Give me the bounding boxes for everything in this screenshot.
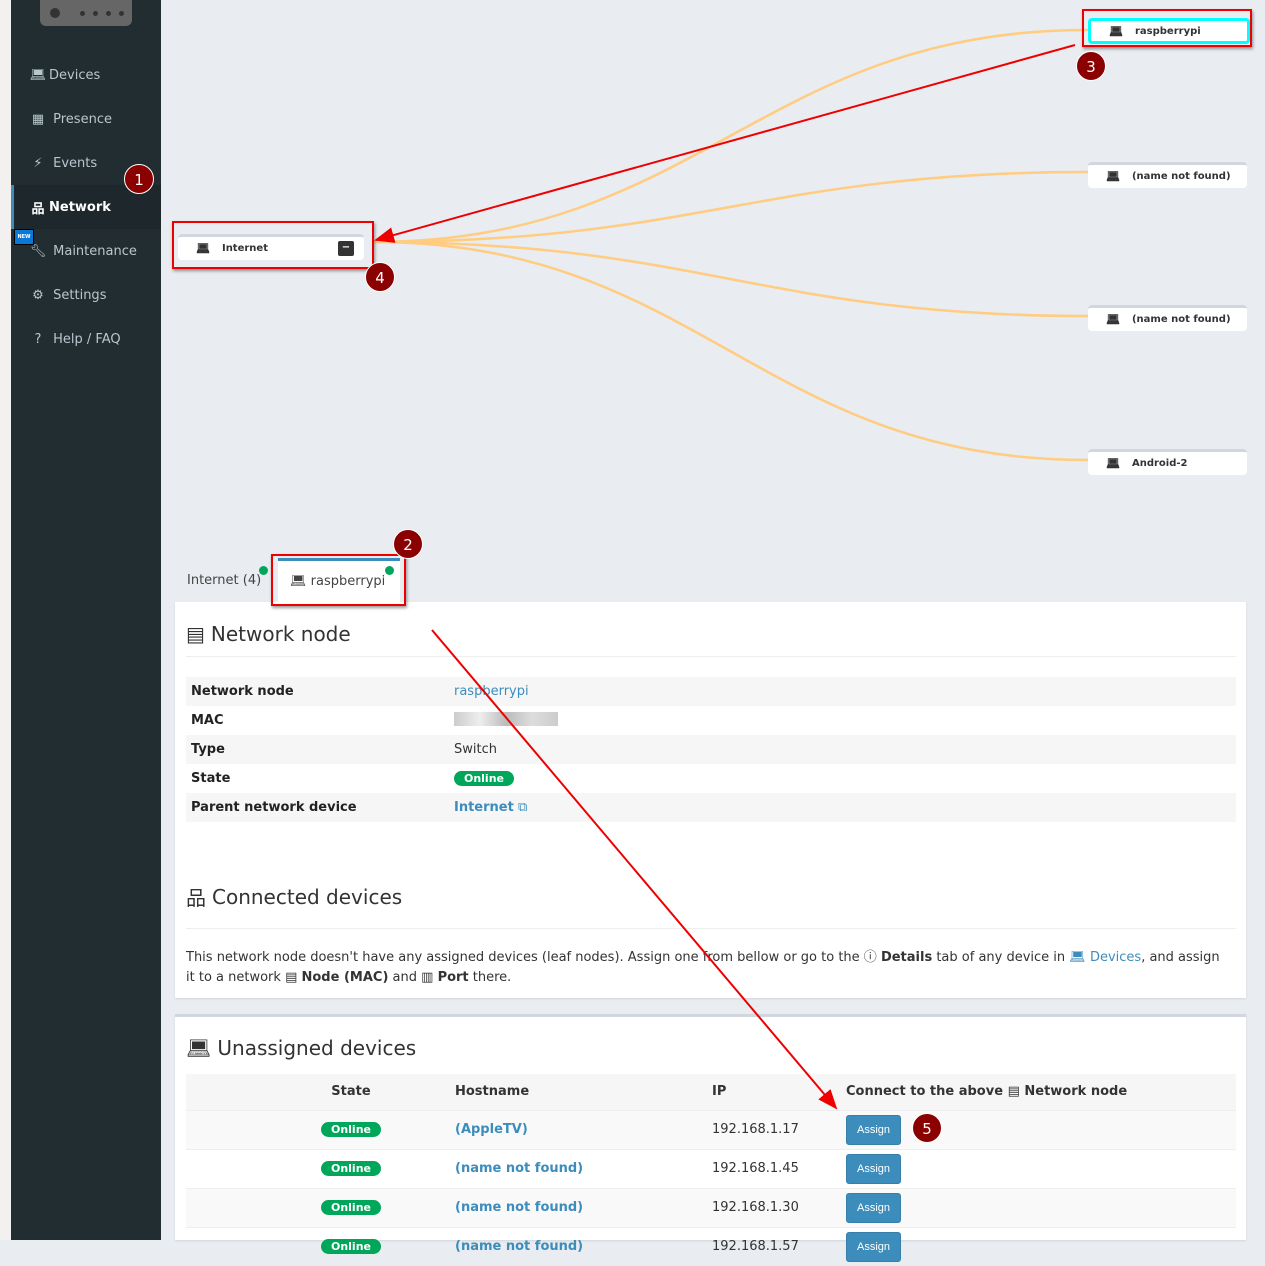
question-icon: ?: [34, 331, 42, 347]
logo: [40, 0, 132, 26]
laptop-icon: 💻︎: [1069, 950, 1086, 965]
status-badge: Online: [321, 1161, 381, 1176]
graph-node-leaf[interactable]: 💻︎ (name not found): [1088, 162, 1247, 188]
hostname-link[interactable]: (name not found): [455, 1239, 584, 1255]
wrench-icon: 🔧︎: [29, 243, 47, 259]
node-link[interactable]: raspberrypi: [454, 684, 529, 699]
connected-devices-heading: 品 Connected devices: [186, 882, 402, 911]
hostname-link[interactable]: (name not found): [455, 1161, 584, 1176]
parent-device-link[interactable]: Internet: [454, 800, 514, 815]
bolt-icon: ⚡︎: [33, 155, 43, 171]
server-icon: ▤: [1007, 1084, 1020, 1100]
sidebar-item-settings[interactable]: ⚙ Settings: [11, 273, 161, 317]
sitemap-icon: 品: [31, 201, 45, 217]
sidebar-item-network[interactable]: 品 Network: [11, 185, 161, 229]
sitemap-icon: 品: [186, 886, 206, 910]
mac-redacted: [454, 711, 558, 726]
status-badge: Online: [454, 771, 514, 786]
sidebar-item-events[interactable]: ⚡︎ Events: [11, 141, 161, 185]
gear-icon: ⚙: [32, 287, 44, 303]
assign-button[interactable]: Assign: [846, 1153, 901, 1184]
annotation-number: 2: [393, 529, 423, 559]
laptop-icon: 💻︎: [1109, 24, 1123, 38]
laptop-icon: 💻︎: [1106, 313, 1120, 326]
graph-edge: [371, 170, 1089, 244]
new-badge: NEW: [14, 229, 34, 245]
tab-raspberrypi[interactable]: 💻︎ raspberrypi: [278, 558, 400, 602]
table-row: State Online: [186, 764, 1236, 793]
table-row: Online (name not found) 192.168.1.45 Assign: [186, 1148, 1236, 1188]
sidebar-item-devices[interactable]: 💻︎ Devices: [11, 53, 161, 97]
annotation-number: 4: [365, 262, 395, 292]
server-icon: ▤: [186, 622, 205, 646]
table-row: Network node raspberrypi: [186, 677, 1236, 706]
ethernet-icon: ▥: [421, 970, 434, 985]
table-row: Online (name not found) 192.168.1.57 Assign: [186, 1226, 1236, 1266]
node-info-table: Network node raspberrypi MAC Type Switch S…: [186, 677, 1236, 822]
sidebar-item-maintenance[interactable]: 🔧︎ Maintenance: [11, 229, 161, 273]
graph-node-internet[interactable]: 💻︎ Internet −: [178, 234, 364, 260]
status-badge: Online: [321, 1122, 381, 1137]
hostname-link[interactable]: (AppleTV): [455, 1122, 528, 1137]
table-row: Type Switch: [186, 735, 1236, 764]
laptop-icon: 💻︎: [290, 574, 311, 589]
graph-edge: [371, 28, 1089, 244]
calendar-icon: ▦: [31, 111, 45, 127]
network-node-heading: ▤ Network node: [186, 622, 351, 646]
sidebar: 💻︎ Devices ▦ Presence ⚡︎ Events 品 Network …: [11, 0, 161, 1240]
tab-internet[interactable]: Internet (4): [187, 572, 262, 588]
online-dot: [259, 566, 268, 575]
annotation-number: 5: [912, 1113, 942, 1143]
assign-button[interactable]: Assign: [846, 1114, 901, 1145]
hostname-link[interactable]: (name not found): [455, 1200, 584, 1215]
devices-link[interactable]: Devices: [1089, 950, 1142, 965]
collapse-button[interactable]: −: [338, 241, 354, 256]
sidebar-item-help[interactable]: ? Help / FAQ: [11, 317, 161, 361]
graph-node-android[interactable]: 💻︎ Android-2: [1088, 449, 1247, 475]
laptop-icon: 💻︎: [196, 242, 210, 255]
annotation-box: [1082, 9, 1252, 47]
laptop-icon: 💻︎: [1106, 170, 1120, 183]
no-devices-note: This network node doesn't have any assig…: [186, 950, 1220, 985]
online-dot: [385, 566, 394, 575]
laptop-icon: 💻︎: [186, 1036, 212, 1060]
laptop-icon: 💻︎: [29, 67, 47, 83]
graph-node-raspberrypi[interactable]: 💻︎ raspberrypi: [1088, 18, 1250, 44]
info-icon: ⓘ: [863, 950, 877, 965]
graph-edge: [371, 240, 1089, 462]
table-row: Parent network device Internet ⧉: [186, 793, 1236, 822]
server-icon: ▤: [285, 970, 298, 985]
annotation-box: [271, 554, 406, 606]
laptop-icon: 💻︎: [1106, 457, 1120, 470]
annotation-arrow: [374, 44, 1076, 243]
assign-button[interactable]: Assign: [846, 1231, 901, 1262]
annotation-number: 1: [124, 164, 154, 194]
annotation-box: [172, 221, 374, 269]
unassigned-devices-table: State Hostname IP Connect to the above ▤ Ne…: [186, 1074, 1236, 1266]
table-row: Online (AppleTV) 192.168.1.17 Assign: [186, 1109, 1236, 1149]
annotation-number: 3: [1076, 51, 1106, 81]
external-link-icon: ⧉: [517, 800, 528, 815]
graph-node-leaf[interactable]: 💻︎ (name not found): [1088, 305, 1247, 331]
status-badge: Online: [321, 1200, 381, 1215]
graph-edge: [371, 240, 1089, 318]
assign-button[interactable]: Assign: [846, 1192, 901, 1223]
status-badge: Online: [321, 1239, 381, 1255]
sidebar-item-presence[interactable]: ▦ Presence: [11, 97, 161, 141]
table-row: MAC: [186, 706, 1236, 735]
unassigned-devices-heading: 💻︎ Unassigned devices: [186, 1036, 417, 1060]
network-graph-edges: [371, 28, 1089, 462]
background-strip: [0, 0, 11, 1240]
table-row: Online (name not found) 192.168.1.30 Assign: [186, 1187, 1236, 1227]
tab-bar: Internet (4) 💻︎ raspberrypi: [175, 558, 1246, 602]
